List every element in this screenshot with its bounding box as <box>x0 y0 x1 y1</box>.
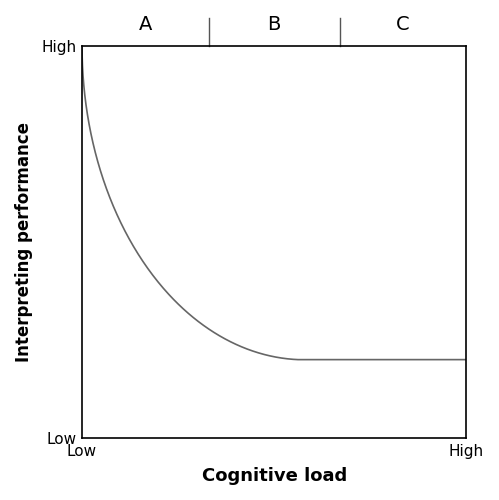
X-axis label: Cognitive load: Cognitive load <box>202 467 347 485</box>
Text: B: B <box>267 14 281 34</box>
Text: A: A <box>139 14 152 34</box>
Text: C: C <box>396 14 410 34</box>
Y-axis label: Interpreting performance: Interpreting performance <box>15 122 33 362</box>
